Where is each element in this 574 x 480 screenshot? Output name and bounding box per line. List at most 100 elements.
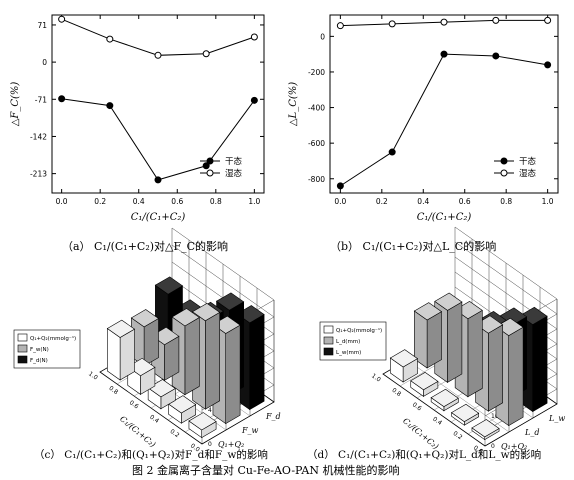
legend-label-c-0: Q₁+Q₂(mmolg⁻¹) <box>30 335 76 342</box>
bar-top-c-0-2 <box>147 379 176 398</box>
bar-side-c-1-2 <box>184 317 200 396</box>
x-tick-label-a: 0.0 <box>56 197 68 206</box>
y-tick-label-a: 0 <box>42 58 47 67</box>
y-axis-label-b: △L_C(%) <box>288 82 299 126</box>
bar-side-d-2-4 <box>532 315 548 413</box>
z-tick-label-d: 0 <box>491 443 495 450</box>
y-tick-label-b: -200 <box>308 68 325 77</box>
bar-top-d-0-1 <box>410 372 439 391</box>
data-point-b-0 <box>336 182 344 190</box>
legend-swatch-d-1 <box>323 336 334 345</box>
x-tick-label-c: 1.0 <box>87 370 99 381</box>
bar-top-c-2-0 <box>154 276 184 295</box>
x-tick-label-c: 0.2 <box>169 428 181 439</box>
depth-axis-label-d: L_d <box>524 428 539 437</box>
bar-side-d-1-3 <box>487 324 504 412</box>
caption-a: （a） C₁/(C₁+C₂)对△F_C的影响 <box>62 240 229 253</box>
data-point-b-0 <box>492 52 500 60</box>
caption-b: （b） C₁/(C₁+C₂)对△L_C的影响 <box>330 240 497 253</box>
legend-marker-b-1 <box>500 169 508 177</box>
bar-side-d-1-1 <box>447 301 463 383</box>
x-axis-label-b: C₁/(C₁+C₂) <box>417 212 472 223</box>
data-point-b-0 <box>388 148 396 156</box>
bar-side-c-2-4 <box>249 313 265 411</box>
bar-top-d-1-0 <box>413 302 443 321</box>
bar-side-c-1-3 <box>205 311 220 410</box>
series-line-a-0 <box>61 98 255 181</box>
data-point-a-1 <box>202 50 210 58</box>
x-tick-label-b: 0.4 <box>417 197 429 206</box>
data-point-b-1 <box>440 18 448 26</box>
bar-side-d-1-0 <box>426 311 442 369</box>
data-point-a-1 <box>154 51 162 59</box>
legend-label-d-1: L_d(mm) <box>336 339 360 345</box>
plot-frame-b <box>329 14 559 194</box>
z-tick-label-c: 4 <box>208 407 212 414</box>
data-point-a-0 <box>250 96 258 104</box>
y-tick-label-a: 71 <box>37 21 47 30</box>
plot-frame-a <box>51 14 265 194</box>
x-tick-label-b: 0.0 <box>334 197 346 206</box>
x-tick-label-d: 0.6 <box>411 401 423 412</box>
x-tick-label-b: 1.0 <box>542 197 554 206</box>
legend-swatch-c-1 <box>17 344 28 353</box>
y-tick-label-b: -800 <box>308 175 325 184</box>
bar-top-c-1-0 <box>130 309 160 328</box>
legend-label-c-1: F_w(N) <box>30 347 49 353</box>
y-tick-label-a: -213 <box>30 170 47 179</box>
x-tick-label-d: 0.2 <box>452 430 464 441</box>
depth-axis-label-c: F_w <box>241 426 259 435</box>
bar-side-d-1-2 <box>467 309 483 398</box>
bar-side-c-1-4 <box>225 324 241 425</box>
x-tick-label-d: 0.4 <box>431 416 443 427</box>
bar-side-c-0-0 <box>119 328 135 381</box>
y-tick-label-b: -400 <box>308 104 325 113</box>
x-tick-label-c: 0.0 <box>189 442 201 453</box>
x-tick-label-b: 0.8 <box>500 197 512 206</box>
data-point-b-1 <box>492 16 500 24</box>
bar-top-d-1-1 <box>434 292 463 311</box>
bar-top-c-0-0 <box>106 319 136 338</box>
floor-grid-d <box>406 359 510 433</box>
bar-top-c-1-2 <box>171 308 200 327</box>
x-tick-label-c: 0.6 <box>128 399 140 410</box>
depth-axis-label-d: Q₁+Q₂ <box>501 442 527 451</box>
bar-top-d-0-0 <box>389 349 419 368</box>
caption-c: （c） C₁/(C₁+C₂)和(Q₁+Q₂)对F_d和F_w的影响 <box>34 449 268 461</box>
data-point-b-1 <box>544 16 552 24</box>
legend-label-a-0: 干态 <box>225 156 243 167</box>
x-tick-label-d: 0.0 <box>472 444 484 455</box>
series-line-a-1 <box>61 18 255 56</box>
y-tick-label-a: -71 <box>35 95 47 104</box>
data-point-b-1 <box>336 22 344 30</box>
y-tick-label-a: -142 <box>30 132 47 141</box>
data-point-a-1 <box>250 33 258 41</box>
figure-caption: 图 2 金属离子含量对 Cu-Fe-AO-PAN 机械性能的影响 <box>132 464 400 477</box>
x-tick-label-b: 0.6 <box>459 197 471 206</box>
x-tick-label-a: 0.8 <box>210 197 222 206</box>
data-point-a-1 <box>106 35 114 43</box>
x-axis-label-a: C₁/(C₁+C₂) <box>131 212 186 223</box>
data-point-a-0 <box>154 176 162 184</box>
legend-label-b-0: 干态 <box>519 156 537 167</box>
bar-top-d-0-4 <box>471 419 500 438</box>
series-line-b-0 <box>340 53 548 187</box>
x-tick-label-c: 0.8 <box>107 385 119 396</box>
legend-label-d-2: L_w(mm) <box>336 350 361 356</box>
depth-axis-label-c: F_d <box>265 412 281 421</box>
legend-swatch-c-2 <box>17 355 28 364</box>
x-tick-label-d: 0.8 <box>390 387 402 398</box>
data-point-b-0 <box>440 50 448 58</box>
data-point-a-0 <box>202 162 210 170</box>
legend-label-a-1: 湿态 <box>225 168 243 179</box>
bar-top-c-2-3 <box>215 292 245 311</box>
x-tick-label-d: 1.0 <box>370 372 382 383</box>
bar-side-d-1-4 <box>508 326 524 427</box>
grid-back-h-d <box>454 241 558 315</box>
y-tick-label-b: -600 <box>308 139 325 148</box>
y-axis-label-a: △F_C(%) <box>10 82 21 127</box>
legend-marker-a-0 <box>206 157 214 165</box>
bar-top-d-0-3 <box>450 403 480 422</box>
depth-axis-label-c: Q₁+Q₂ <box>218 440 244 449</box>
